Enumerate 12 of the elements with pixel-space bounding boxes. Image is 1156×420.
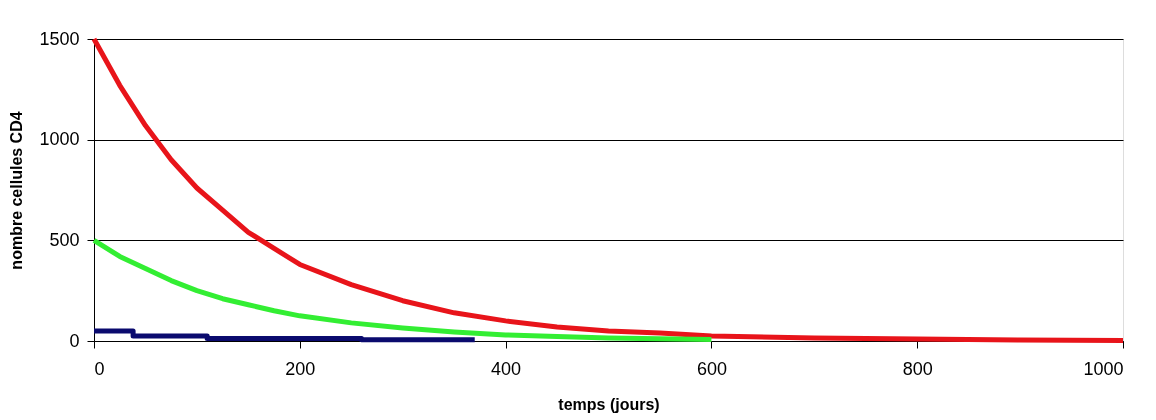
x-tick-label: 800 [902, 358, 933, 379]
x-tick-label: 1000 [1083, 358, 1124, 379]
x-axis-title: temps (jours) [558, 395, 660, 413]
x-tick-label: 600 [696, 358, 727, 379]
y-axis-title: nombre cellules CD4 [8, 111, 26, 270]
y-tick-label: 0 [69, 330, 80, 351]
y-tick-label: 1500 [39, 28, 80, 49]
x-tick-label: 400 [491, 358, 522, 379]
y-tick-label: 500 [49, 229, 80, 250]
y-tick-label: 1000 [39, 129, 80, 150]
x-tick-label: 200 [285, 358, 316, 379]
x-tick-label: 0 [94, 358, 105, 379]
